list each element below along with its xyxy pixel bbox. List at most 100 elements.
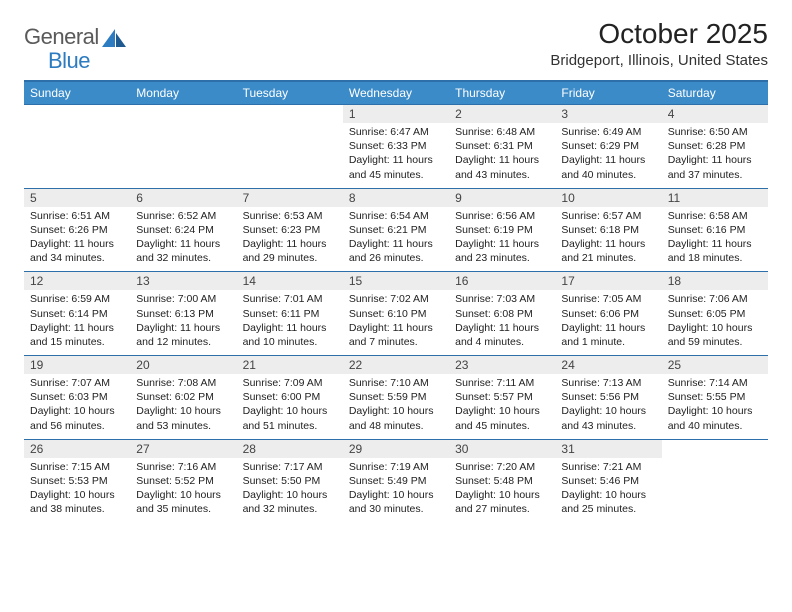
daylight-line: Daylight: 11 hours and 10 minutes.	[243, 321, 337, 349]
day-detail-cell: Sunrise: 7:05 AMSunset: 6:06 PMDaylight:…	[555, 290, 661, 355]
sunrise-line: Sunrise: 7:09 AM	[243, 376, 337, 390]
sunset-line: Sunset: 5:55 PM	[668, 390, 762, 404]
day-number-cell: 12	[24, 272, 130, 291]
day-detail-cell: Sunrise: 6:56 AMSunset: 6:19 PMDaylight:…	[449, 207, 555, 272]
weekday-header: Sunday	[24, 81, 130, 105]
day-detail-cell: Sunrise: 7:13 AMSunset: 5:56 PMDaylight:…	[555, 374, 661, 439]
day-detail-cell: Sunrise: 6:47 AMSunset: 6:33 PMDaylight:…	[343, 123, 449, 188]
day-detail-cell: Sunrise: 6:53 AMSunset: 6:23 PMDaylight:…	[237, 207, 343, 272]
day-number-cell: 9	[449, 188, 555, 207]
sunrise-line: Sunrise: 7:17 AM	[243, 460, 337, 474]
daylight-line: Daylight: 10 hours and 40 minutes.	[668, 404, 762, 432]
sunrise-line: Sunrise: 6:58 AM	[668, 209, 762, 223]
sunrise-line: Sunrise: 7:03 AM	[455, 292, 549, 306]
weekday-header-row: SundayMondayTuesdayWednesdayThursdayFrid…	[24, 81, 768, 105]
sunset-line: Sunset: 6:05 PM	[668, 307, 762, 321]
sunset-line: Sunset: 5:49 PM	[349, 474, 443, 488]
day-number-cell: 13	[130, 272, 236, 291]
sunrise-line: Sunrise: 7:02 AM	[349, 292, 443, 306]
day-detail-cell: Sunrise: 7:07 AMSunset: 6:03 PMDaylight:…	[24, 374, 130, 439]
sunset-line: Sunset: 6:23 PM	[243, 223, 337, 237]
sunset-line: Sunset: 5:53 PM	[30, 474, 124, 488]
day-number-cell: 31	[555, 439, 661, 458]
day-number-cell	[24, 105, 130, 124]
sunset-line: Sunset: 6:19 PM	[455, 223, 549, 237]
sunrise-line: Sunrise: 7:14 AM	[668, 376, 762, 390]
daylight-line: Daylight: 10 hours and 27 minutes.	[455, 488, 549, 516]
sunrise-line: Sunrise: 6:49 AM	[561, 125, 655, 139]
day-detail-cell: Sunrise: 6:52 AMSunset: 6:24 PMDaylight:…	[130, 207, 236, 272]
sunrise-line: Sunrise: 7:06 AM	[668, 292, 762, 306]
weekday-header: Tuesday	[237, 81, 343, 105]
daylight-line: Daylight: 11 hours and 26 minutes.	[349, 237, 443, 265]
sunrise-line: Sunrise: 7:20 AM	[455, 460, 549, 474]
day-number-cell: 17	[555, 272, 661, 291]
day-detail-cell: Sunrise: 6:50 AMSunset: 6:28 PMDaylight:…	[662, 123, 768, 188]
day-detail-cell: Sunrise: 6:48 AMSunset: 6:31 PMDaylight:…	[449, 123, 555, 188]
sunset-line: Sunset: 5:52 PM	[136, 474, 230, 488]
day-detail-cell: Sunrise: 7:11 AMSunset: 5:57 PMDaylight:…	[449, 374, 555, 439]
sunrise-line: Sunrise: 6:54 AM	[349, 209, 443, 223]
day-number-cell: 28	[237, 439, 343, 458]
daylight-line: Daylight: 11 hours and 40 minutes.	[561, 153, 655, 181]
sunset-line: Sunset: 6:26 PM	[30, 223, 124, 237]
sunset-line: Sunset: 5:57 PM	[455, 390, 549, 404]
weekday-header: Friday	[555, 81, 661, 105]
day-number-cell: 4	[662, 105, 768, 124]
daylight-line: Daylight: 10 hours and 30 minutes.	[349, 488, 443, 516]
daylight-line: Daylight: 10 hours and 32 minutes.	[243, 488, 337, 516]
day-detail-cell: Sunrise: 7:10 AMSunset: 5:59 PMDaylight:…	[343, 374, 449, 439]
day-detail-cell	[24, 123, 130, 188]
page-title: October 2025	[550, 18, 768, 50]
day-number-cell	[130, 105, 236, 124]
daynum-row: 12131415161718	[24, 272, 768, 291]
daylight-line: Daylight: 10 hours and 56 minutes.	[30, 404, 124, 432]
sunrise-line: Sunrise: 7:00 AM	[136, 292, 230, 306]
day-number-cell	[662, 439, 768, 458]
day-detail-cell: Sunrise: 7:19 AMSunset: 5:49 PMDaylight:…	[343, 458, 449, 523]
day-detail-cell: Sunrise: 7:01 AMSunset: 6:11 PMDaylight:…	[237, 290, 343, 355]
sunrise-line: Sunrise: 7:16 AM	[136, 460, 230, 474]
detail-row: Sunrise: 7:15 AMSunset: 5:53 PMDaylight:…	[24, 458, 768, 523]
daynum-row: 19202122232425	[24, 356, 768, 375]
day-number-cell: 2	[449, 105, 555, 124]
daylight-line: Daylight: 11 hours and 29 minutes.	[243, 237, 337, 265]
day-number-cell: 22	[343, 356, 449, 375]
day-number-cell: 21	[237, 356, 343, 375]
day-detail-cell: Sunrise: 6:51 AMSunset: 6:26 PMDaylight:…	[24, 207, 130, 272]
day-detail-cell: Sunrise: 7:08 AMSunset: 6:02 PMDaylight:…	[130, 374, 236, 439]
daylight-line: Daylight: 10 hours and 25 minutes.	[561, 488, 655, 516]
daylight-line: Daylight: 11 hours and 37 minutes.	[668, 153, 762, 181]
day-detail-cell	[662, 458, 768, 523]
daylight-line: Daylight: 10 hours and 43 minutes.	[561, 404, 655, 432]
logo-text-general: General	[24, 24, 99, 50]
logo-text-blue: Blue	[48, 48, 90, 74]
day-detail-cell: Sunrise: 7:03 AMSunset: 6:08 PMDaylight:…	[449, 290, 555, 355]
sunrise-line: Sunrise: 7:01 AM	[243, 292, 337, 306]
day-number-cell: 8	[343, 188, 449, 207]
day-number-cell: 24	[555, 356, 661, 375]
daylight-line: Daylight: 11 hours and 1 minute.	[561, 321, 655, 349]
day-detail-cell: Sunrise: 7:09 AMSunset: 6:00 PMDaylight:…	[237, 374, 343, 439]
day-number-cell: 11	[662, 188, 768, 207]
sunrise-line: Sunrise: 6:57 AM	[561, 209, 655, 223]
daylight-line: Daylight: 11 hours and 7 minutes.	[349, 321, 443, 349]
day-number-cell: 3	[555, 105, 661, 124]
day-detail-cell: Sunrise: 6:57 AMSunset: 6:18 PMDaylight:…	[555, 207, 661, 272]
day-detail-cell: Sunrise: 6:54 AMSunset: 6:21 PMDaylight:…	[343, 207, 449, 272]
sunset-line: Sunset: 6:00 PM	[243, 390, 337, 404]
sunset-line: Sunset: 6:21 PM	[349, 223, 443, 237]
day-number-cell	[237, 105, 343, 124]
sunrise-line: Sunrise: 6:51 AM	[30, 209, 124, 223]
day-number-cell: 25	[662, 356, 768, 375]
sunset-line: Sunset: 6:10 PM	[349, 307, 443, 321]
day-detail-cell: Sunrise: 6:59 AMSunset: 6:14 PMDaylight:…	[24, 290, 130, 355]
day-detail-cell: Sunrise: 7:16 AMSunset: 5:52 PMDaylight:…	[130, 458, 236, 523]
page-subtitle: Bridgeport, Illinois, United States	[550, 52, 768, 69]
daylight-line: Daylight: 11 hours and 43 minutes.	[455, 153, 549, 181]
weekday-header: Wednesday	[343, 81, 449, 105]
daylight-line: Daylight: 10 hours and 51 minutes.	[243, 404, 337, 432]
sunrise-line: Sunrise: 7:11 AM	[455, 376, 549, 390]
day-number-cell: 19	[24, 356, 130, 375]
day-number-cell: 16	[449, 272, 555, 291]
